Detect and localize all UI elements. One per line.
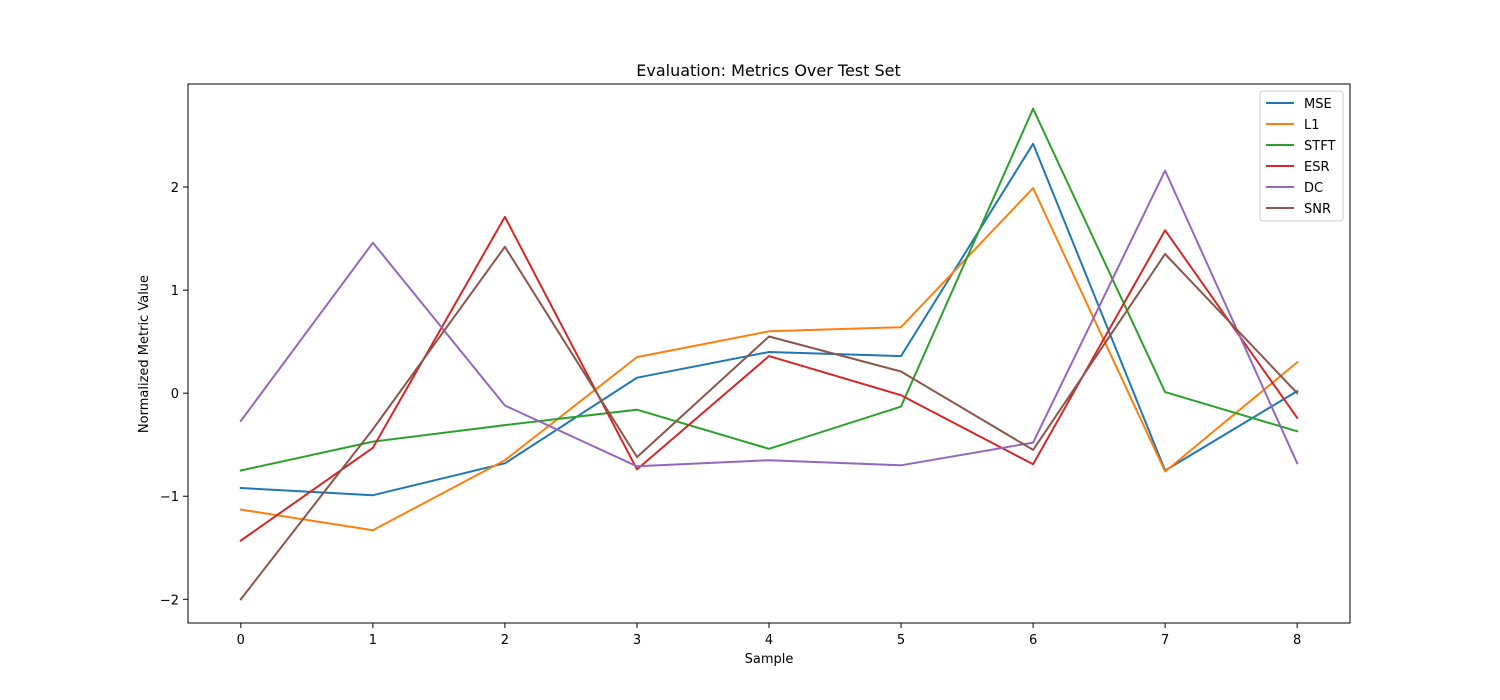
legend-label-mse: MSE: [1304, 97, 1332, 112]
series-line-mse: [239, 142, 1299, 497]
x-tick-label: 6: [1029, 633, 1037, 648]
x-tick-label: 3: [633, 633, 641, 648]
y-axis-label: Normalized Metric Value: [137, 275, 152, 433]
series-line-l1: [239, 187, 1299, 532]
series-line-snr: [239, 245, 1299, 601]
legend-label-l1: L1: [1304, 118, 1320, 133]
y-tick-label: 0: [171, 387, 179, 402]
legend-label-esr: ESR: [1304, 160, 1330, 175]
x-tick-label: 7: [1161, 633, 1169, 648]
x-tick-label: 4: [765, 633, 773, 648]
chart-title: Evaluation: Metrics Over Test Set: [636, 61, 901, 80]
y-axis-ticks: −2 −1 0 1 2: [160, 181, 188, 608]
x-tick-label: 0: [237, 633, 245, 648]
legend-label-stft: STFT: [1304, 139, 1335, 154]
legend-label-snr: SNR: [1304, 202, 1331, 217]
x-tick-label: 8: [1293, 633, 1301, 648]
y-tick-label: −1: [160, 490, 179, 505]
x-tick-label: 2: [501, 633, 509, 648]
series-line-stft: [239, 107, 1299, 472]
x-axis-label: Sample: [745, 652, 794, 667]
legend: MSE L1 STFT ESR DC SNR: [1259, 90, 1344, 222]
series-line-dc: [239, 169, 1299, 468]
y-tick-label: 1: [171, 284, 179, 299]
series-line-esr: [239, 215, 1299, 542]
plot-lines: [239, 107, 1299, 601]
x-tick-label: 1: [369, 633, 377, 648]
x-axis-ticks: 0 1 2 3 4 5 6 7 8: [237, 623, 1301, 648]
y-tick-label: 2: [171, 181, 179, 196]
y-tick-label: −2: [160, 593, 179, 608]
legend-label-dc: DC: [1304, 181, 1323, 196]
x-tick-label: 5: [897, 633, 905, 648]
